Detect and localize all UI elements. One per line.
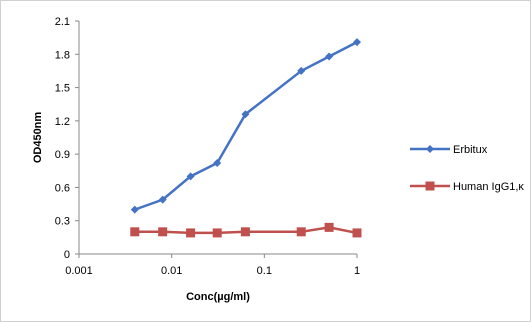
- data-point: [186, 172, 195, 181]
- data-point: [352, 228, 362, 238]
- data-point: [213, 159, 222, 168]
- legend-marker: [426, 145, 434, 153]
- y-tick-label: 0: [64, 249, 70, 261]
- legend-label: Human IgG1,κ: [453, 181, 524, 193]
- x-tick-label: 0.001: [65, 265, 93, 277]
- y-tick-label: 1.5: [55, 83, 70, 95]
- y-tick-label: 0.3: [55, 216, 70, 228]
- data-point: [186, 228, 196, 238]
- data-point: [296, 227, 306, 237]
- series-line: [134, 40, 358, 211]
- y-tick-label: 0.9: [55, 149, 70, 161]
- x-tick-label: 0.01: [161, 265, 182, 277]
- data-point: [212, 228, 222, 238]
- data-point: [158, 227, 168, 237]
- x-axis-title: Conc(µg/ml): [186, 291, 250, 303]
- y-axis-title: OD450nm: [32, 112, 44, 164]
- x-tick-label: 1: [354, 265, 360, 277]
- series-erbitux: [130, 38, 361, 214]
- legend: Erbitux Human IgG1,κ: [410, 144, 524, 193]
- data-point: [240, 227, 250, 237]
- y-tick-label: 1.2: [55, 116, 70, 128]
- series-line: [134, 226, 358, 235]
- data-point: [241, 110, 250, 119]
- data-point: [130, 227, 140, 237]
- data-point: [158, 195, 167, 204]
- data-point: [130, 205, 139, 214]
- y-tick-label: 0.6: [55, 182, 70, 194]
- legend-label: Erbitux: [453, 144, 488, 156]
- series-human-igg1: [130, 222, 362, 238]
- x-tick-label: 0.1: [257, 265, 272, 277]
- y-tick-label: 2.1: [55, 16, 70, 28]
- y-tick-label: 1.8: [55, 49, 70, 61]
- x-axis-ticks: 0.001 0.01 0.1 1: [65, 254, 360, 277]
- data-point: [297, 66, 306, 75]
- data-point: [324, 222, 334, 232]
- legend-marker: [425, 181, 435, 191]
- data-point: [325, 52, 334, 61]
- series-layer: [130, 38, 362, 238]
- data-point: [353, 38, 361, 47]
- y-axis-ticks: 0 0.3 0.6 0.9 1.2 1.5 1.8 2.1: [55, 16, 79, 261]
